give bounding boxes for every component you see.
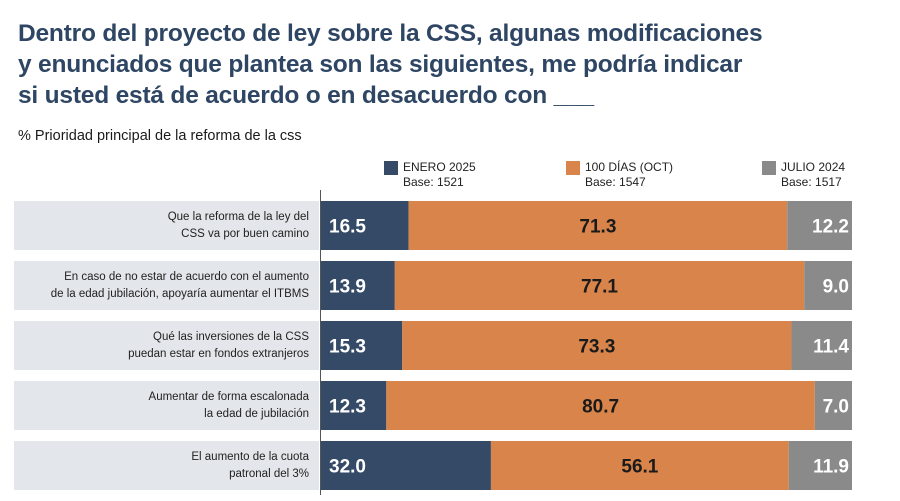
category-label-line: El aumento de la cuota [191,450,309,463]
category-row-bg [14,381,319,430]
category-label-text: En caso de no estar de acuerdo con el au… [51,269,309,303]
category-label-text: Que la reforma de la ley del CSS va por b… [168,209,309,243]
data-label-oct: 73.3 [578,337,615,358]
bar-segment-julio [787,201,852,250]
data-label-enero: 15.3 [329,337,366,358]
title-line-1: Dentro del proyecto de ley sobre la CSS,… [18,20,763,47]
bar-segment-oct [490,441,789,490]
data-label-oct: 71.3 [579,217,616,238]
bar-segment-enero [321,261,395,310]
category-row-bg [14,441,319,490]
data-label-julio: 7.0 [823,397,849,418]
bar-segment-enero [321,201,409,250]
category-label-line: de la edad jubilación, apoyaría aumentar… [50,287,309,300]
data-label-julio: 11.4 [813,337,849,358]
data-label-julio: 9.0 [823,277,849,298]
legend-base-julio: Base: 1517 [781,175,842,189]
category-label-line: puedan estar en fondos extranjeros [128,347,309,360]
bar-segment-julio [788,441,852,490]
title-line-2: y enunciados que plantea son las siguien… [18,51,743,78]
legend-label-oct: 100 DÍAS (OCT) [585,160,674,174]
bar-segment-oct [408,201,788,250]
legend-label-julio: JULIO 2024 [781,160,846,174]
bar-segment-julio [791,321,852,370]
legend-swatch-julio [762,160,776,175]
legend-item-oct: 100 DÍAS (OCT) Base: 1547 [566,160,673,190]
category-row-bg [14,201,319,250]
legend-swatch-oct [566,160,580,175]
legend-item-julio: JULIO 2024 Base: 1517 [762,160,845,190]
chart-subtitle: % Prioridad principal de la reforma de l… [18,128,302,144]
category-label-line: Aumentar de forma escalonada [148,390,309,403]
category-label: En caso de no estar de acuerdo con el au… [14,261,309,310]
category-label-line: patronal del 3% [229,467,309,480]
category-row-bg [14,261,319,310]
bar-segment-julio [804,261,852,310]
category-label: Qué las inversiones de la CSS puedan esta… [14,321,309,370]
category-label-line: CSS va por buen camino [181,227,309,240]
legend-item-enero: ENERO 2025 Base: 1521 [384,160,476,190]
category-label-line: Qué las inversiones de la CSS [153,330,309,343]
bar-segment-enero [321,441,491,490]
category-label: Aumentar de forma escalonada la edad de j… [14,381,309,430]
data-label-enero: 12.3 [329,397,366,418]
legend-base-enero: Base: 1521 [403,175,464,189]
category-label: El aumento de la cuota patronal del 3% [14,441,309,490]
bar-segment-julio [814,381,852,430]
axis-line [320,190,321,495]
legend-base-oct: Base: 1547 [585,175,646,189]
data-label-oct: 80.7 [582,397,619,418]
category-label-line: En caso de no estar de acuerdo con el au… [64,270,309,283]
data-label-oct: 56.1 [621,457,658,478]
bar-segment-oct [386,381,815,430]
category-label-text: Qué las inversiones de la CSS puedan esta… [128,329,309,363]
legend-label-enero: ENERO 2025 [403,160,476,174]
data-label-enero: 32.0 [329,457,366,478]
category-label: Que la reforma de la ley del CSS va por b… [14,201,309,250]
category-label-text: Aumentar de forma escalonada la edad de j… [149,389,309,423]
data-label-julio: 12.2 [812,217,849,238]
category-label-line: la edad de jubilación [204,407,309,420]
data-label-julio: 11.9 [813,457,849,478]
data-label-enero: 16.5 [329,217,366,238]
category-label-text: El aumento de la cuota patronal del 3% [191,449,309,483]
bar-segment-enero [321,381,387,430]
data-label-oct: 77.1 [581,277,618,298]
category-label-line: Que la reforma de la ley del [167,210,309,223]
bar-segment-oct [394,261,805,310]
legend-swatch-enero [384,160,398,175]
bar-segment-oct [402,321,792,370]
chart-title: Dentro del proyecto de ley sobre la CSS,… [18,18,898,111]
bar-segment-enero [321,321,403,370]
data-label-enero: 13.9 [329,277,366,298]
title-line-3: si usted está de acuerdo o en desacuerdo… [18,82,594,109]
category-row-bg [14,321,319,370]
